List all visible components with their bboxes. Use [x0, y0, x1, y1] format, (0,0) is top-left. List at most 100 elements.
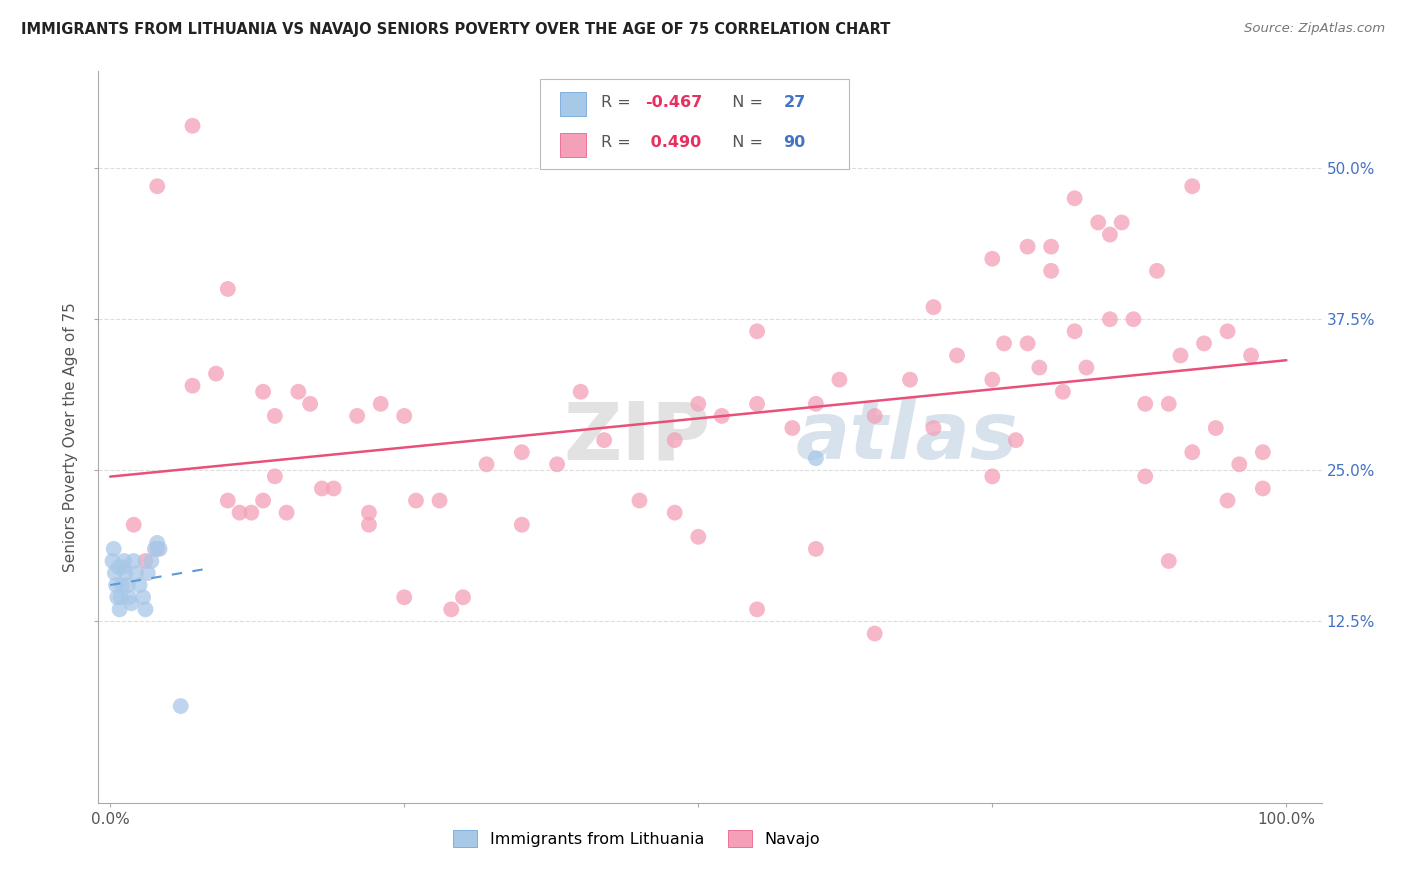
Point: [1240, 349, 1263, 363]
Point: [546, 457, 568, 471]
Point: [122, 554, 145, 568]
Point: [593, 433, 616, 447]
Point: [120, 596, 142, 610]
Point: [146, 536, 169, 550]
Point: [1135, 397, 1157, 411]
Point: [146, 179, 169, 194]
Point: [136, 566, 159, 580]
FancyBboxPatch shape: [560, 133, 586, 157]
Point: [688, 397, 710, 411]
Point: [181, 378, 204, 392]
Point: [357, 506, 380, 520]
Text: R =: R =: [602, 136, 636, 151]
Point: [143, 541, 166, 556]
Point: [1205, 421, 1227, 435]
Point: [804, 451, 827, 466]
Point: [745, 602, 768, 616]
Point: [118, 591, 141, 605]
Point: [1181, 445, 1204, 459]
Point: [392, 409, 416, 423]
Text: atlas: atlas: [796, 398, 1018, 476]
Text: -0.467: -0.467: [645, 95, 703, 110]
Point: [804, 397, 827, 411]
Point: [440, 602, 463, 616]
Point: [922, 421, 945, 435]
Point: [1227, 457, 1250, 471]
Text: Source: ZipAtlas.com: Source: ZipAtlas.com: [1244, 22, 1385, 36]
Point: [240, 506, 263, 520]
Point: [104, 566, 127, 580]
Point: [311, 482, 333, 496]
Point: [205, 367, 228, 381]
Point: [429, 493, 451, 508]
Point: [103, 541, 125, 556]
Point: [299, 397, 322, 411]
Point: [263, 469, 285, 483]
Point: [710, 409, 733, 423]
Point: [828, 373, 851, 387]
Point: [1098, 312, 1121, 326]
Point: [1122, 312, 1144, 326]
Point: [1251, 482, 1274, 496]
Point: [125, 566, 148, 580]
Point: [134, 554, 156, 568]
Point: [898, 373, 921, 387]
Point: [863, 409, 886, 423]
Point: [1052, 384, 1074, 399]
Point: [510, 517, 533, 532]
Point: [357, 517, 380, 532]
Point: [1251, 445, 1274, 459]
Point: [252, 493, 274, 508]
Point: [475, 457, 498, 471]
Point: [628, 493, 651, 508]
Point: [1017, 240, 1039, 254]
Point: [110, 591, 132, 605]
Point: [149, 541, 172, 556]
Point: [993, 336, 1015, 351]
Legend: Immigrants from Lithuania, Navajo: Immigrants from Lithuania, Navajo: [447, 824, 827, 854]
Point: [276, 506, 298, 520]
Point: [105, 578, 128, 592]
Text: 27: 27: [783, 95, 806, 110]
Point: [1063, 191, 1085, 205]
Point: [217, 493, 239, 508]
Point: [346, 409, 368, 423]
Point: [1017, 336, 1039, 351]
Point: [510, 445, 533, 459]
Point: [128, 578, 150, 592]
Point: [114, 566, 136, 580]
Y-axis label: Seniors Poverty Over the Age of 75: Seniors Poverty Over the Age of 75: [63, 302, 79, 572]
Point: [1146, 264, 1168, 278]
Point: [141, 554, 163, 568]
Point: [1157, 554, 1180, 568]
Point: [228, 506, 250, 520]
Point: [1192, 336, 1215, 351]
Point: [1076, 360, 1098, 375]
Point: [981, 469, 1004, 483]
Point: [745, 397, 768, 411]
Point: [946, 349, 969, 363]
FancyBboxPatch shape: [540, 79, 849, 169]
Point: [1087, 215, 1109, 229]
Point: [1157, 397, 1180, 411]
Point: [569, 384, 592, 399]
Point: [1040, 240, 1063, 254]
Point: [112, 560, 135, 574]
Point: [1004, 433, 1026, 447]
Point: [981, 373, 1004, 387]
Point: [804, 541, 827, 556]
Point: [1170, 349, 1192, 363]
Text: 0.490: 0.490: [645, 136, 702, 151]
Point: [1181, 179, 1204, 194]
Point: [1135, 469, 1157, 483]
Point: [392, 591, 416, 605]
Point: [688, 530, 710, 544]
Text: N =: N =: [723, 95, 769, 110]
Point: [1111, 215, 1133, 229]
Point: [745, 324, 768, 338]
Point: [405, 493, 427, 508]
Text: N =: N =: [723, 136, 769, 151]
Text: 90: 90: [783, 136, 806, 151]
Point: [101, 554, 124, 568]
Point: [863, 626, 886, 640]
